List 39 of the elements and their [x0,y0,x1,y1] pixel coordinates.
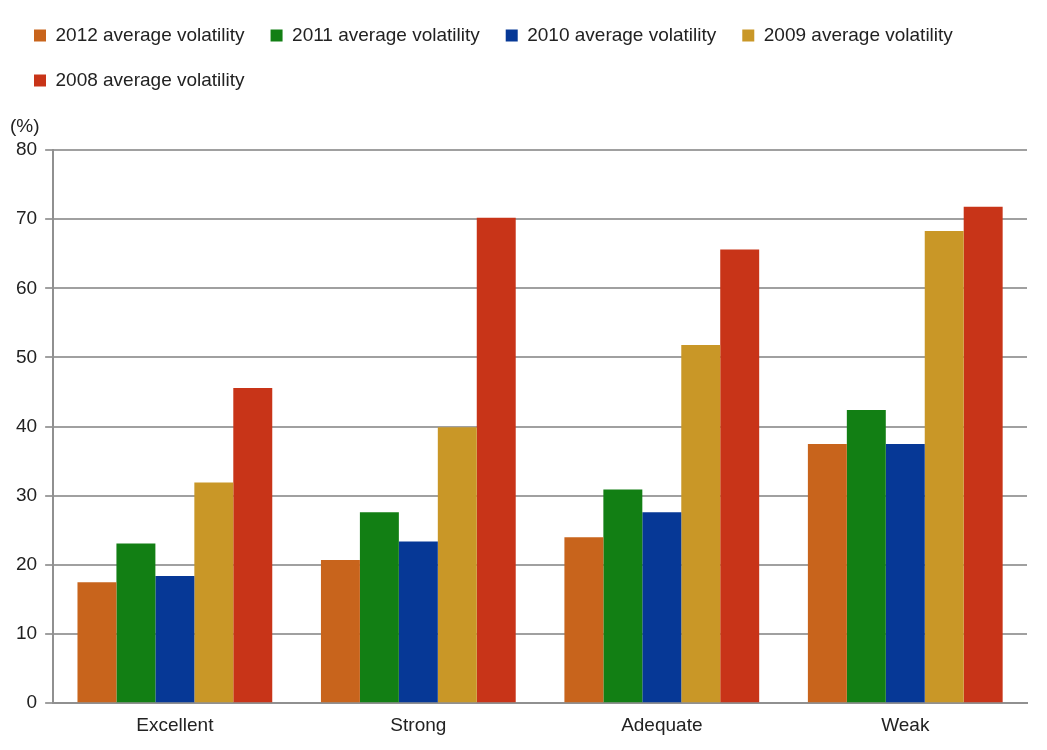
x-tick-label: Excellent [136,713,215,735]
bar [807,443,847,703]
bar [359,512,399,703]
bar [155,575,195,703]
bar [437,427,477,703]
bar [885,443,925,703]
bar [476,217,516,703]
y-tick-label: 40 [15,414,38,436]
y-tick-label: 20 [15,553,38,575]
x-tick-label: Weak [881,713,930,735]
y-tick-label: 50 [15,345,38,367]
bar [603,489,643,703]
legend-label: 2012 average volatility [55,23,246,45]
bar [77,582,117,703]
x-tick-label: Adequate [621,713,703,735]
bar [720,249,760,703]
bar [398,541,438,703]
y-axis-title: (%) [10,114,40,136]
y-tick-label: 80 [15,138,38,160]
y-tick-label: 0 [26,691,38,713]
legend-label: 2009 average volatility [763,23,954,45]
bar [320,560,360,703]
bar [194,482,234,703]
y-tick-label: 10 [15,622,38,644]
bar [963,206,1003,703]
y-tick-label: 60 [15,276,38,298]
bar [846,410,886,703]
bar [564,537,604,703]
y-tick-label: 30 [15,483,38,505]
bar [116,543,156,703]
bar [924,230,964,703]
y-tick-label: 70 [15,207,38,229]
legend-label: 2010 average volatility [527,23,717,45]
bar [233,387,273,703]
bar [642,512,682,703]
legend-label: 2008 average volatility [55,68,246,90]
x-tick-label: Strong [390,713,447,735]
bar [681,345,721,703]
legend-label: 2011 average volatility [292,23,481,45]
